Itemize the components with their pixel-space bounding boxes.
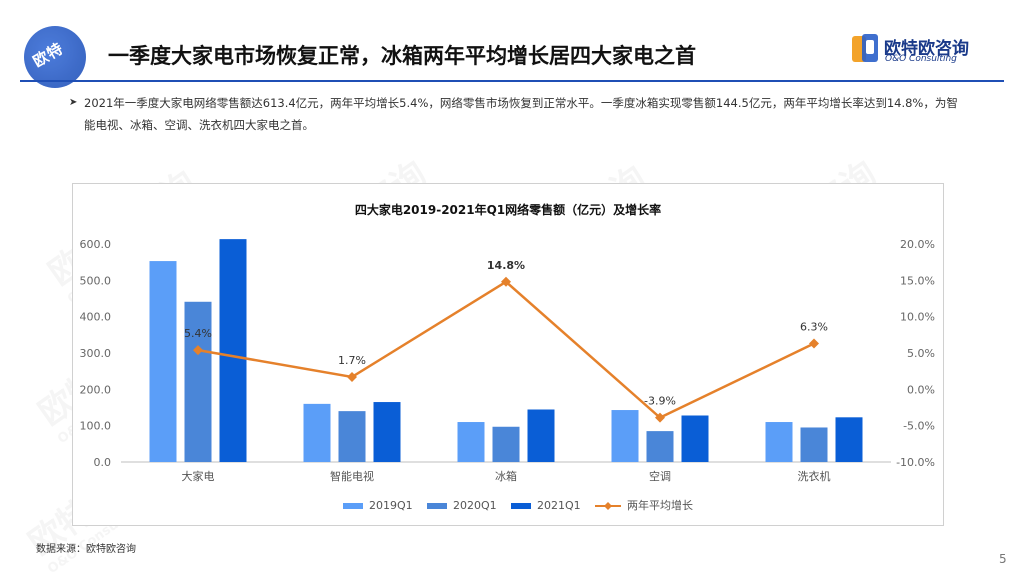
x-tick-label: 智能电视 xyxy=(330,469,374,483)
brand-name: 欧特欧咨询 xyxy=(884,39,969,59)
bar-2021Q1 xyxy=(219,239,247,462)
brand-subtitle: O&O Consulting xyxy=(885,54,957,64)
growth-data-label: 14.8% xyxy=(487,259,525,272)
bar-2020Q1 xyxy=(800,427,828,462)
growth-data-label: -3.9% xyxy=(644,395,676,408)
y-right-tick-label: 15.0% xyxy=(900,274,935,287)
bar-2019Q1 xyxy=(457,422,485,462)
summary-text: ➤ 2021年一季度大家电网络零售额达613.4亿元，两年平均增长5.4%，网络… xyxy=(69,92,964,136)
y-left-tick-label: 600.0 xyxy=(80,238,112,251)
bullet-arrow-icon: ➤ xyxy=(69,97,78,108)
growth-data-label: 1.7% xyxy=(338,354,366,367)
bar-2021Q1 xyxy=(681,415,709,462)
growth-point xyxy=(655,412,665,423)
bar-2020Q1 xyxy=(492,426,520,462)
growth-point xyxy=(501,276,511,287)
bar-2020Q1 xyxy=(338,411,366,462)
bar-2019Q1 xyxy=(149,261,177,462)
x-tick-label: 冰箱 xyxy=(495,469,517,483)
x-tick-label: 大家电 xyxy=(182,469,215,483)
brand-logo: 欧特欧咨询 O&O Consulting xyxy=(850,32,1020,68)
title-divider xyxy=(20,80,1004,82)
chart-title: 四大家电2019-2021年Q1网络零售额（亿元）及增长率 xyxy=(355,202,661,217)
bar-2019Q1 xyxy=(765,422,793,462)
legend-label: 2020Q1 xyxy=(453,499,497,512)
y-left-tick-label: 100.0 xyxy=(80,420,112,433)
summary-paragraph: 2021年一季度大家电网络零售额达613.4亿元，两年平均增长5.4%，网络零售… xyxy=(84,96,958,132)
page-title: 一季度大家电市场恢复正常，冰箱两年平均增长居四大家电之首 xyxy=(108,44,696,68)
chart-container: 四大家电2019-2021年Q1网络零售额（亿元）及增长率 0.0 100.0 200… xyxy=(72,183,944,526)
growth-line xyxy=(197,280,815,420)
bar-2019Q1 xyxy=(303,403,331,462)
legend-marker xyxy=(604,502,612,510)
legend-label: 2019Q1 xyxy=(369,499,413,512)
y-right-tick-label: 5.0% xyxy=(907,347,935,360)
y-right-tick-label: -5.0% xyxy=(903,420,935,433)
bar-2021Q1 xyxy=(527,409,555,462)
legend-swatch xyxy=(343,503,363,509)
bar-2021Q1 xyxy=(835,417,863,462)
bar-2021Q1 xyxy=(373,402,401,462)
y-left-tick-label: 200.0 xyxy=(80,383,112,396)
y-right-tick-label: 0.0% xyxy=(907,383,935,396)
sales-growth-chart: 四大家电2019-2021年Q1网络零售额（亿元）及增长率 0.0 100.0 200… xyxy=(80,202,936,512)
page-number: 5 xyxy=(999,552,1007,566)
legend-swatch xyxy=(511,503,531,509)
y-left-tick-label: 500.0 xyxy=(80,274,112,287)
bar-2020Q1 xyxy=(184,301,212,462)
legend-swatch xyxy=(427,503,447,509)
growth-data-label: 5.4% xyxy=(184,327,212,340)
y-left-tick-label: 300.0 xyxy=(80,347,112,360)
x-tick-label: 洗衣机 xyxy=(798,469,831,483)
source-note: 数据来源：欧特欧咨询 xyxy=(36,544,136,555)
x-tick-label: 空调 xyxy=(649,469,671,483)
brand-mark-icon xyxy=(852,34,878,62)
logo-badge: 欧特 xyxy=(24,26,86,88)
y-right-tick-label: 10.0% xyxy=(900,311,935,324)
y-left-tick-label: 0.0 xyxy=(94,456,112,469)
y-right-tick-label: 20.0% xyxy=(900,238,935,251)
y-right-tick-label: -10.0% xyxy=(896,456,935,469)
legend-label: 2021Q1 xyxy=(537,499,581,512)
growth-point xyxy=(193,345,203,356)
y-left-tick-label: 400.0 xyxy=(80,311,112,324)
legend-label: 两年平均增长 xyxy=(627,498,693,512)
bar-2019Q1 xyxy=(611,410,639,462)
growth-data-label: 6.3% xyxy=(800,321,828,334)
growth-point xyxy=(347,371,357,382)
bar-2020Q1 xyxy=(646,431,674,462)
growth-point xyxy=(809,338,819,349)
